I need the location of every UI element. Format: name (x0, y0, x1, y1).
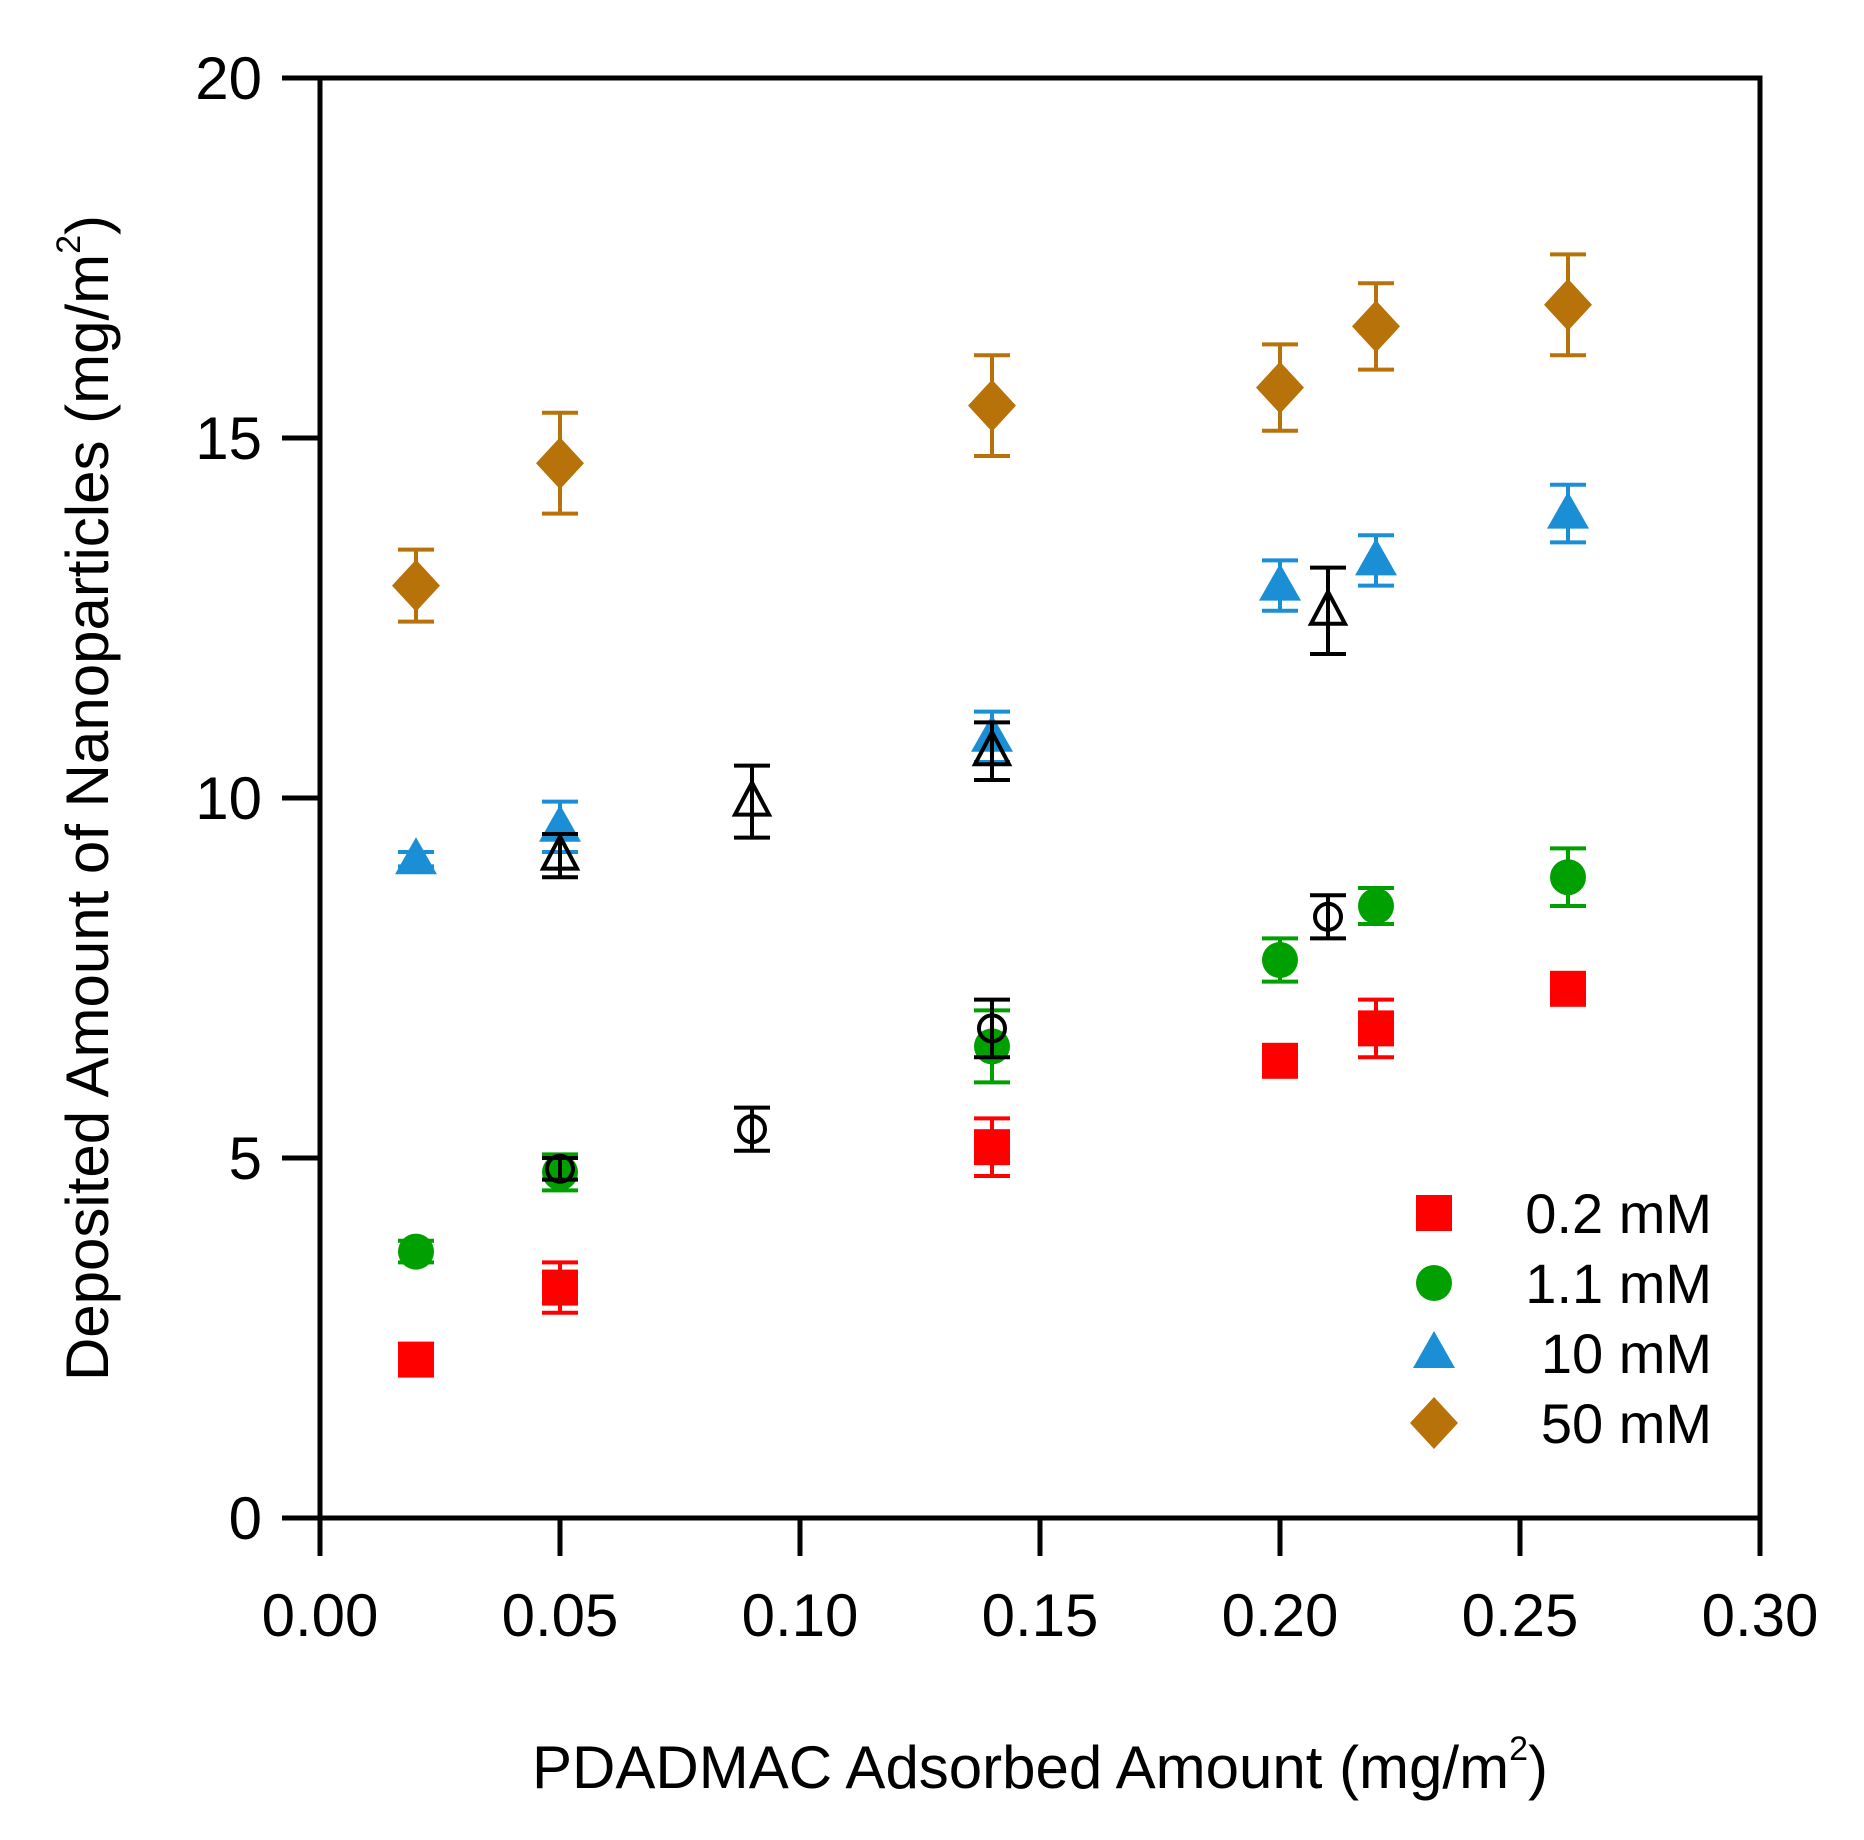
data-point (1256, 361, 1304, 414)
legend-marker (1416, 1265, 1452, 1301)
y-tick-label: 10 (195, 765, 262, 832)
y-tick-label: 20 (195, 45, 262, 112)
data-point (971, 727, 1013, 767)
series-10-mm (395, 482, 1589, 875)
legend-marker (1410, 1397, 1458, 1449)
data-point (395, 837, 437, 875)
x-tick-label: 0.15 (982, 1582, 1099, 1649)
data-point (731, 778, 773, 817)
data-point (398, 1233, 434, 1270)
data-point (1358, 888, 1394, 924)
legend-label: 10 mM (1541, 1322, 1712, 1385)
legend-label: 50 mM (1541, 1392, 1712, 1455)
y-tick-label: 0 (229, 1485, 262, 1552)
data-point (1262, 1042, 1298, 1079)
data-point (1550, 970, 1586, 1007)
x-tick-label: 0.25 (1462, 1582, 1579, 1649)
y-tick-label: 15 (195, 405, 262, 472)
data-point (1352, 300, 1400, 353)
data-point (398, 1341, 434, 1378)
data-point (977, 1013, 1007, 1044)
legend-item: 0.2 mM (1416, 1182, 1712, 1245)
data-point (1550, 859, 1586, 896)
data-point (545, 1153, 575, 1184)
legend-label: 1.1 mM (1525, 1252, 1712, 1315)
legend-item: 50 mM (1410, 1392, 1712, 1455)
x-tick-label: 0.30 (1702, 1582, 1819, 1649)
data-point (974, 1129, 1010, 1166)
x-tick-label: 0.10 (742, 1582, 859, 1649)
series-open-circles (542, 893, 1346, 1184)
series-0-2-mm (398, 970, 1586, 1378)
data-point (542, 1269, 578, 1306)
data-point (1358, 1010, 1394, 1047)
legend-label: 0.2 mM (1525, 1182, 1712, 1245)
x-axis-title: PDADMAC Adsorbed Amount (mg/m2) (532, 1730, 1548, 1801)
series-layer (392, 252, 1592, 1378)
data-point (536, 437, 584, 490)
legend-marker (1413, 1331, 1455, 1368)
data-point (1544, 278, 1592, 331)
data-point (1307, 587, 1349, 626)
y-tick-label: 5 (229, 1125, 262, 1192)
data-point (1355, 538, 1397, 576)
legend: 0.2 mM 1.1 mM 10 mM 50 mM (1410, 1182, 1712, 1455)
data-point (392, 559, 440, 612)
x-axis: 0.00 0.05 0.10 0.15 0.20 0.25 0.30 (262, 1518, 1819, 1649)
data-point (539, 832, 581, 871)
y-axis-title: Deposited Amount of Nanoparticles (mg/m2… (50, 215, 121, 1381)
series-open-triangles (539, 565, 1349, 880)
legend-item: 10 mM (1413, 1322, 1712, 1385)
data-point (1547, 491, 1589, 529)
data-point (1259, 563, 1301, 601)
series-50-mm (392, 252, 1592, 624)
x-tick-label: 0.00 (262, 1582, 379, 1649)
data-point (1262, 942, 1298, 978)
data-point (968, 379, 1016, 432)
x-tick-label: 0.05 (502, 1582, 619, 1649)
legend-item: 1.1 mM (1416, 1252, 1712, 1315)
x-tick-label: 0.20 (1222, 1582, 1339, 1649)
y-axis: 0 5 10 15 20 (195, 45, 320, 1552)
data-point (737, 1114, 767, 1145)
data-point (1313, 901, 1343, 932)
legend-marker (1416, 1195, 1452, 1231)
